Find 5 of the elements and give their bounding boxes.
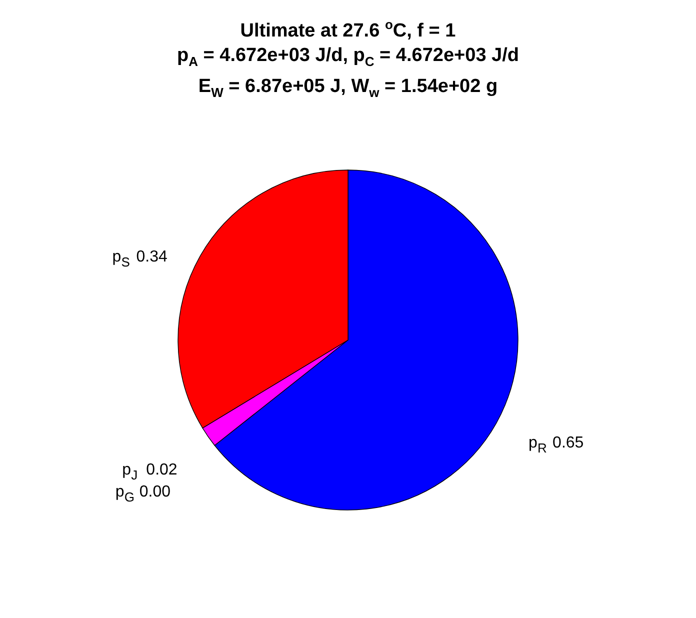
data-label: 0.02 — [146, 461, 178, 478]
chart-title: Ultimate at 27.6 $^{o}$C, f = 1 p$_{A}$ = 4.672e+03 J/d, p$_{C}$ = 4.672e+03 J/d E$_{W}$ = 6.87e+05 J, W$_{w}$ = 1.54e+02 g — [176, 17, 519, 100]
text: 0.00 — [139, 483, 171, 500]
data-label: 0.34 — [136, 248, 168, 266]
data-label: 0.65 — [552, 434, 584, 452]
